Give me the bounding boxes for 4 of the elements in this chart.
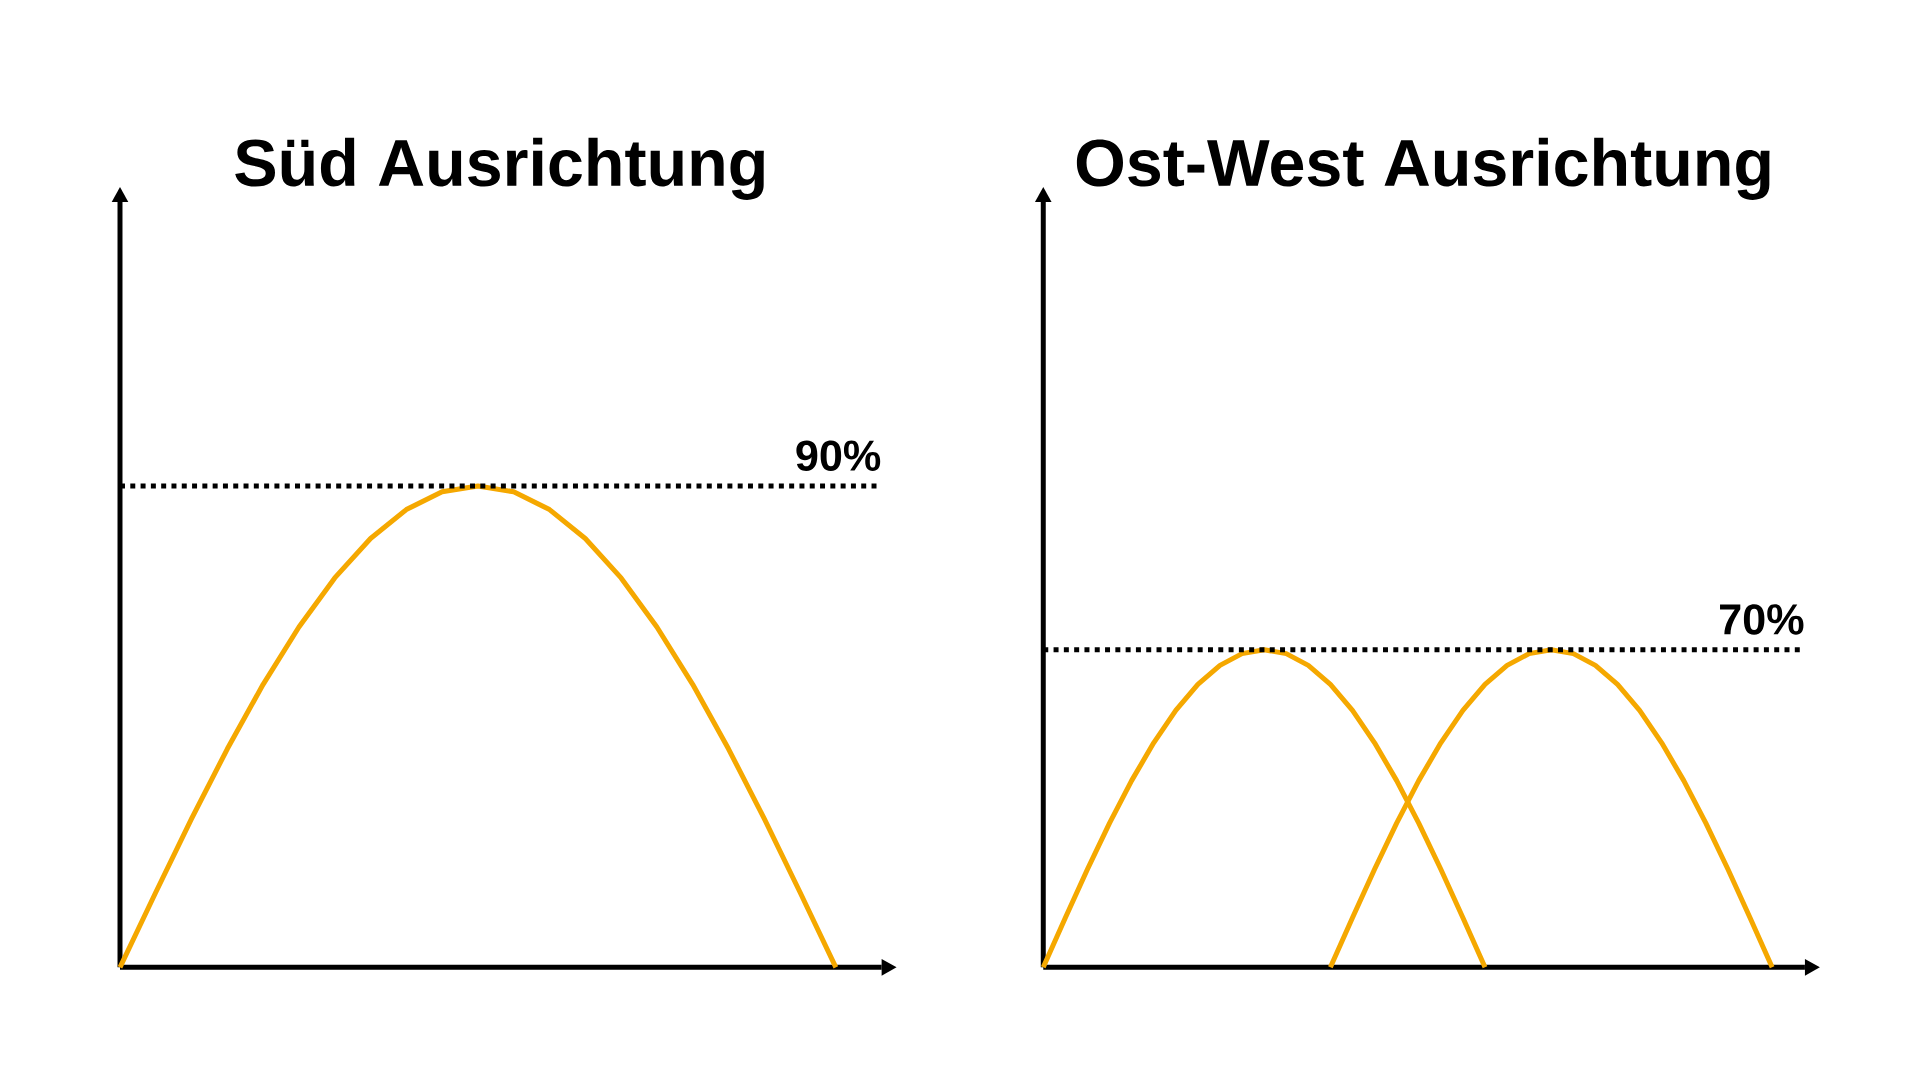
chart-title: Süd Ausrichtung	[235, 137, 764, 200]
text: 90%	[796, 440, 881, 471]
text: 70%	[1720, 604, 1804, 635]
chart-title: Ost-West Ausrichtung	[1076, 137, 1770, 200]
